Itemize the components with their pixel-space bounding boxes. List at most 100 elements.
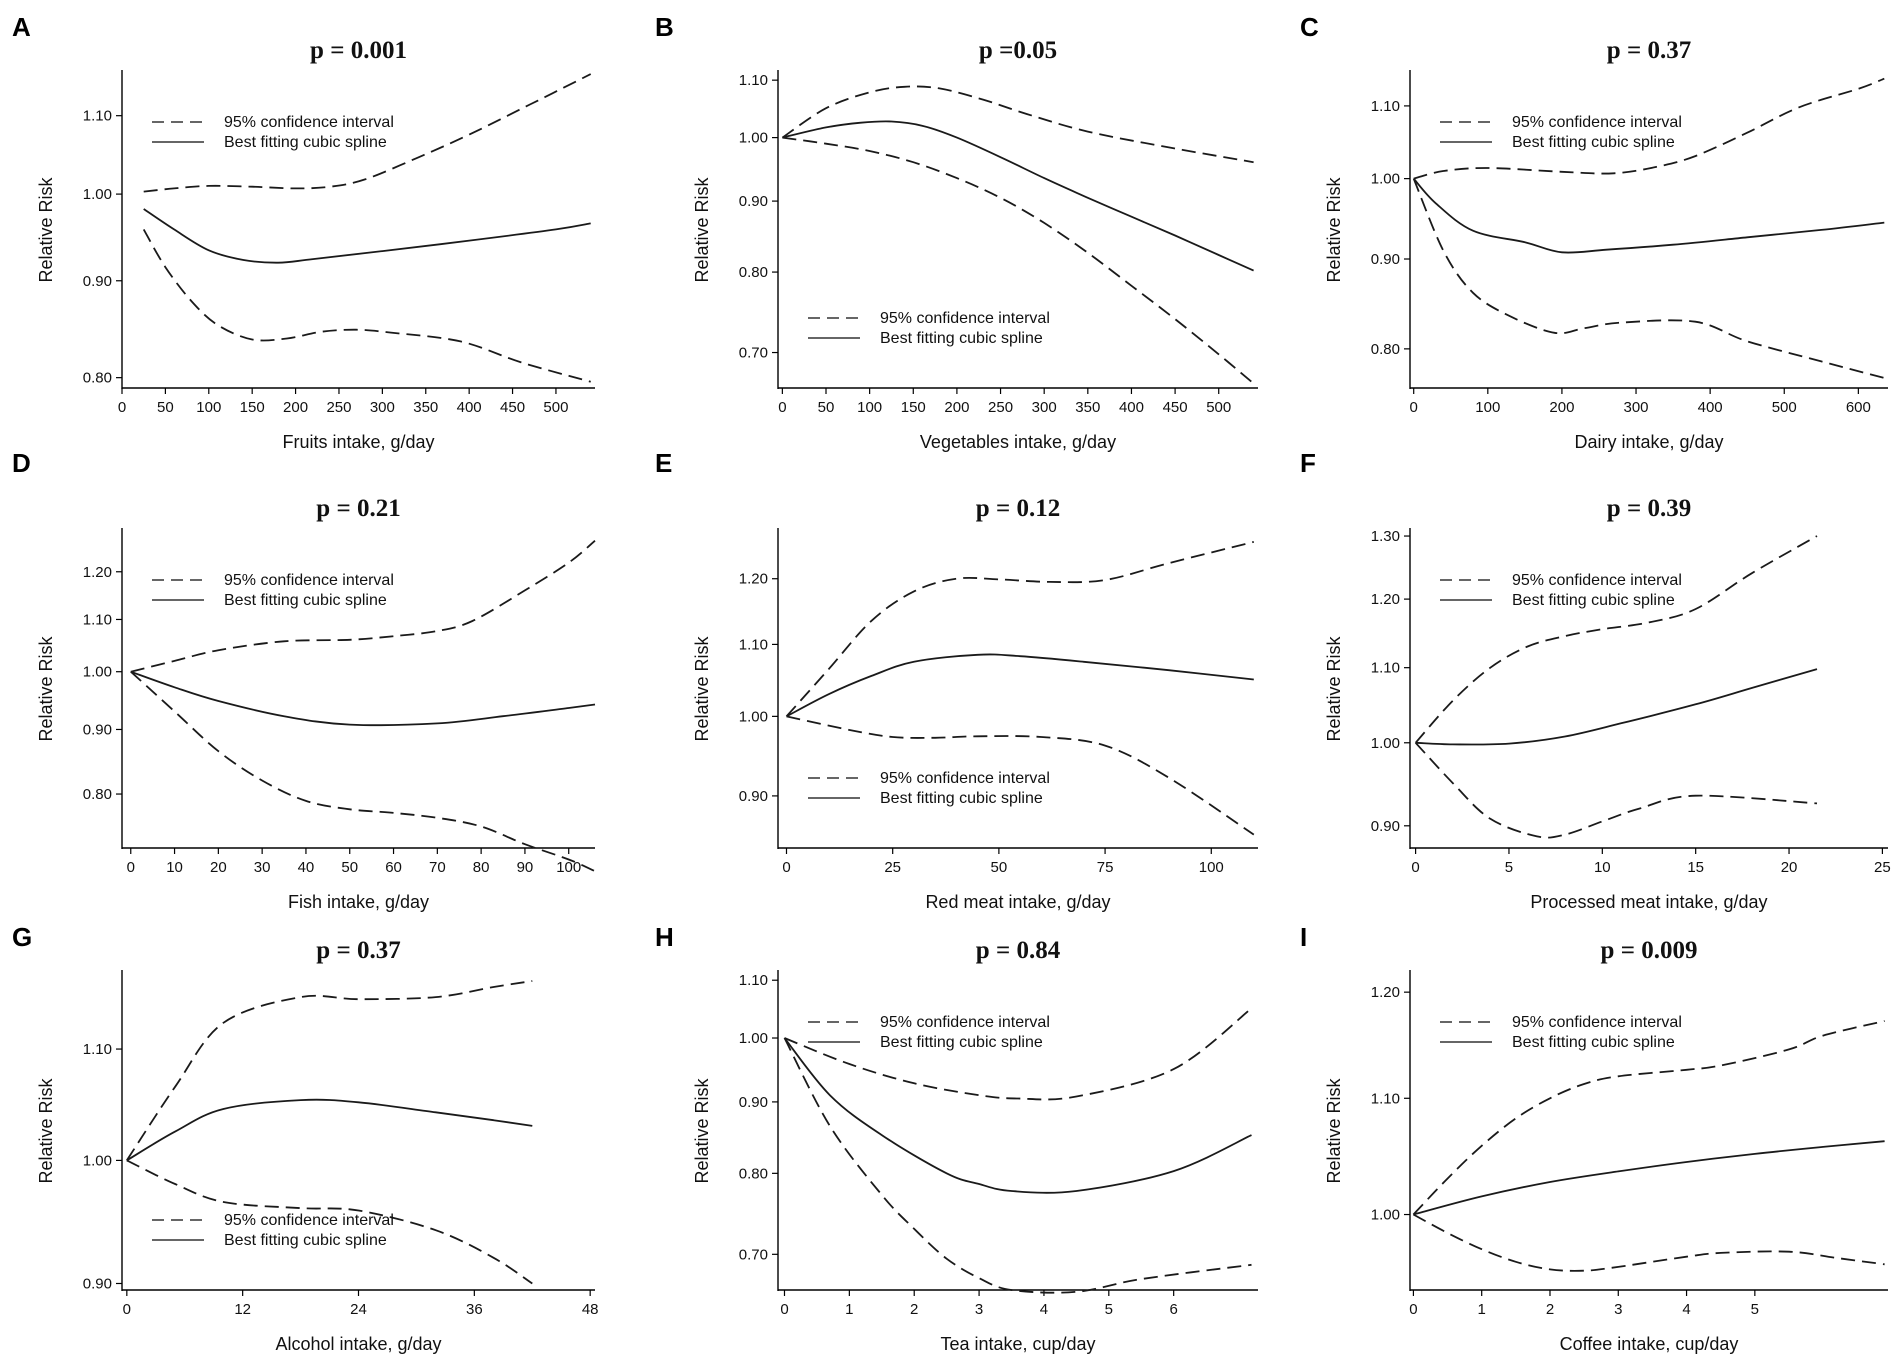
x-tick-label: 12 [234, 1301, 251, 1318]
spline-line [1413, 1140, 1885, 1216]
x-tick-label: 350 [1075, 399, 1100, 416]
panel-c: Cp = 0.37 0 100 200 300 400 500 600 0.80 0.90 1.00… [1300, 12, 1888, 452]
x-tick-label: 70 [429, 859, 446, 876]
y-axis-label: Relative Risk [36, 1077, 56, 1183]
x-axis-label: Tea intake, cup/day [940, 1334, 1095, 1354]
y-tick-label: 1.00 [739, 130, 768, 147]
x-tick-label: 150 [901, 399, 926, 416]
legend: 95% confidence interval Best fitting cubi… [808, 770, 1050, 807]
x-tick-label: 150 [240, 399, 265, 416]
legend-label: Best fitting cubic spline [1512, 134, 1675, 151]
ci-line-lower [786, 715, 1255, 836]
ci-line-lower [142, 228, 591, 383]
x-axis-label: Processed meat intake, g/day [1530, 892, 1767, 912]
x-tick-label: 2 [1546, 1301, 1554, 1318]
x-tick-label: 100 [556, 859, 581, 876]
x-tick-label: 300 [370, 399, 395, 416]
x-tick-label: 1 [1478, 1301, 1486, 1318]
x-tick-label: 10 [1594, 859, 1611, 876]
y-tick-label: 0.90 [1371, 251, 1400, 268]
y-tick-label: 1.10 [1371, 98, 1400, 115]
chart-title: p = 0.37 [1607, 37, 1691, 64]
chart-title: p = 0.009 [1601, 937, 1698, 964]
legend: 95% confidence interval Best fitting cubi… [808, 310, 1050, 347]
x-tick-label: 400 [457, 399, 482, 416]
x-tick-label: 2 [910, 1301, 918, 1318]
legend-label: 95% confidence interval [1512, 1014, 1682, 1031]
y-axis-label: Relative Risk [1324, 1077, 1344, 1183]
y-tick-label: 1.00 [739, 708, 768, 725]
x-tick-label: 3 [975, 1301, 983, 1318]
x-tick-label: 200 [283, 399, 308, 416]
chart-title: p = 0.39 [1607, 495, 1691, 522]
x-tick-label: 300 [1032, 399, 1057, 416]
legend-label: 95% confidence interval [224, 1212, 394, 1229]
y-axis-label: Relative Risk [692, 635, 712, 741]
x-tick-label: 6 [1170, 1301, 1178, 1318]
y-tick-label: 0.80 [83, 786, 112, 803]
x-tick-label: 5 [1751, 1301, 1759, 1318]
x-tick-label: 30 [254, 859, 271, 876]
chart-title: p = 0.001 [310, 37, 407, 64]
panel-letter: I [1300, 922, 1307, 952]
x-tick-label: 500 [1772, 399, 1797, 416]
spline-line [786, 653, 1254, 718]
y-tick-label: 0.70 [739, 1246, 768, 1263]
y-tick-label: 1.20 [1371, 984, 1400, 1001]
ci-line-lower [130, 671, 596, 873]
chart-title: p = 0.21 [316, 495, 400, 522]
y-tick-label: 0.70 [739, 345, 768, 362]
x-tick-label: 3 [1614, 1301, 1622, 1318]
legend-label: Best fitting cubic spline [880, 790, 1043, 807]
x-tick-label: 0 [1411, 859, 1419, 876]
y-axis-label: Relative Risk [692, 1077, 712, 1183]
legend: 95% confidence interval Best fitting cubi… [152, 114, 394, 151]
x-tick-label: 450 [1163, 399, 1188, 416]
y-tick-label: 1.00 [1371, 735, 1400, 752]
panel-a: Ap = 0.001 0 50 100 150 200 250 300 350 400 450 500… [12, 12, 595, 452]
y-tick-label: 0.90 [739, 788, 768, 805]
legend: 95% confidence interval Best fitting cubi… [1440, 1014, 1682, 1051]
y-tick-label: 0.80 [83, 370, 112, 387]
chart-title: p = 0.37 [316, 937, 400, 964]
y-axis-label: Relative Risk [1324, 176, 1344, 282]
x-tick-label: 10 [166, 859, 183, 876]
x-tick-label: 48 [582, 1301, 599, 1318]
x-tick-label: 400 [1698, 399, 1723, 416]
x-tick-label: 0 [780, 1301, 788, 1318]
x-tick-label: 50 [991, 859, 1008, 876]
x-tick-label: 36 [466, 1301, 483, 1318]
legend-label: 95% confidence interval [224, 572, 394, 589]
y-tick-label: 1.10 [739, 636, 768, 653]
x-axis-label: Fruits intake, g/day [282, 432, 434, 452]
panel-f: Fp = 0.39 0 5 10 15 20 25 0.90 1.00 1.10 1.20 1.30 P… [1300, 448, 1891, 912]
x-tick-label: 1 [845, 1301, 853, 1318]
y-tick-label: 1.10 [83, 1041, 112, 1058]
y-tick-label: 0.80 [1371, 341, 1400, 358]
panel-b: Bp =0.05 0 50 100 150 200 250 300 350 400 450 500 0.… [655, 12, 1258, 452]
legend-label: 95% confidence interval [224, 114, 394, 131]
ci-line-lower [1412, 178, 1885, 379]
panel-letter: H [655, 922, 674, 952]
legend-label: Best fitting cubic spline [224, 1232, 387, 1249]
y-tick-label: 1.30 [1371, 528, 1400, 545]
y-tick-label: 1.00 [83, 664, 112, 681]
x-tick-label: 300 [1624, 399, 1649, 416]
y-tick-label: 1.10 [83, 108, 112, 125]
panel-e: Ep = 0.12 0 25 50 75 100 0.90 1.00 1.10 1.20 Red m… [655, 448, 1258, 912]
x-tick-label: 90 [517, 859, 534, 876]
ci-line-upper [1414, 535, 1818, 744]
spline-line [1415, 668, 1818, 746]
x-tick-label: 20 [210, 859, 227, 876]
x-tick-label: 0 [1409, 1301, 1417, 1318]
x-tick-label: 80 [473, 859, 490, 876]
x-axis-label: Fish intake, g/day [288, 892, 429, 912]
x-tick-label: 0 [118, 399, 126, 416]
x-tick-label: 0 [123, 1301, 131, 1318]
y-tick-label: 0.80 [739, 1165, 768, 1182]
legend: 95% confidence interval Best fitting cubi… [1440, 572, 1682, 609]
x-tick-label: 4 [1040, 1301, 1048, 1318]
